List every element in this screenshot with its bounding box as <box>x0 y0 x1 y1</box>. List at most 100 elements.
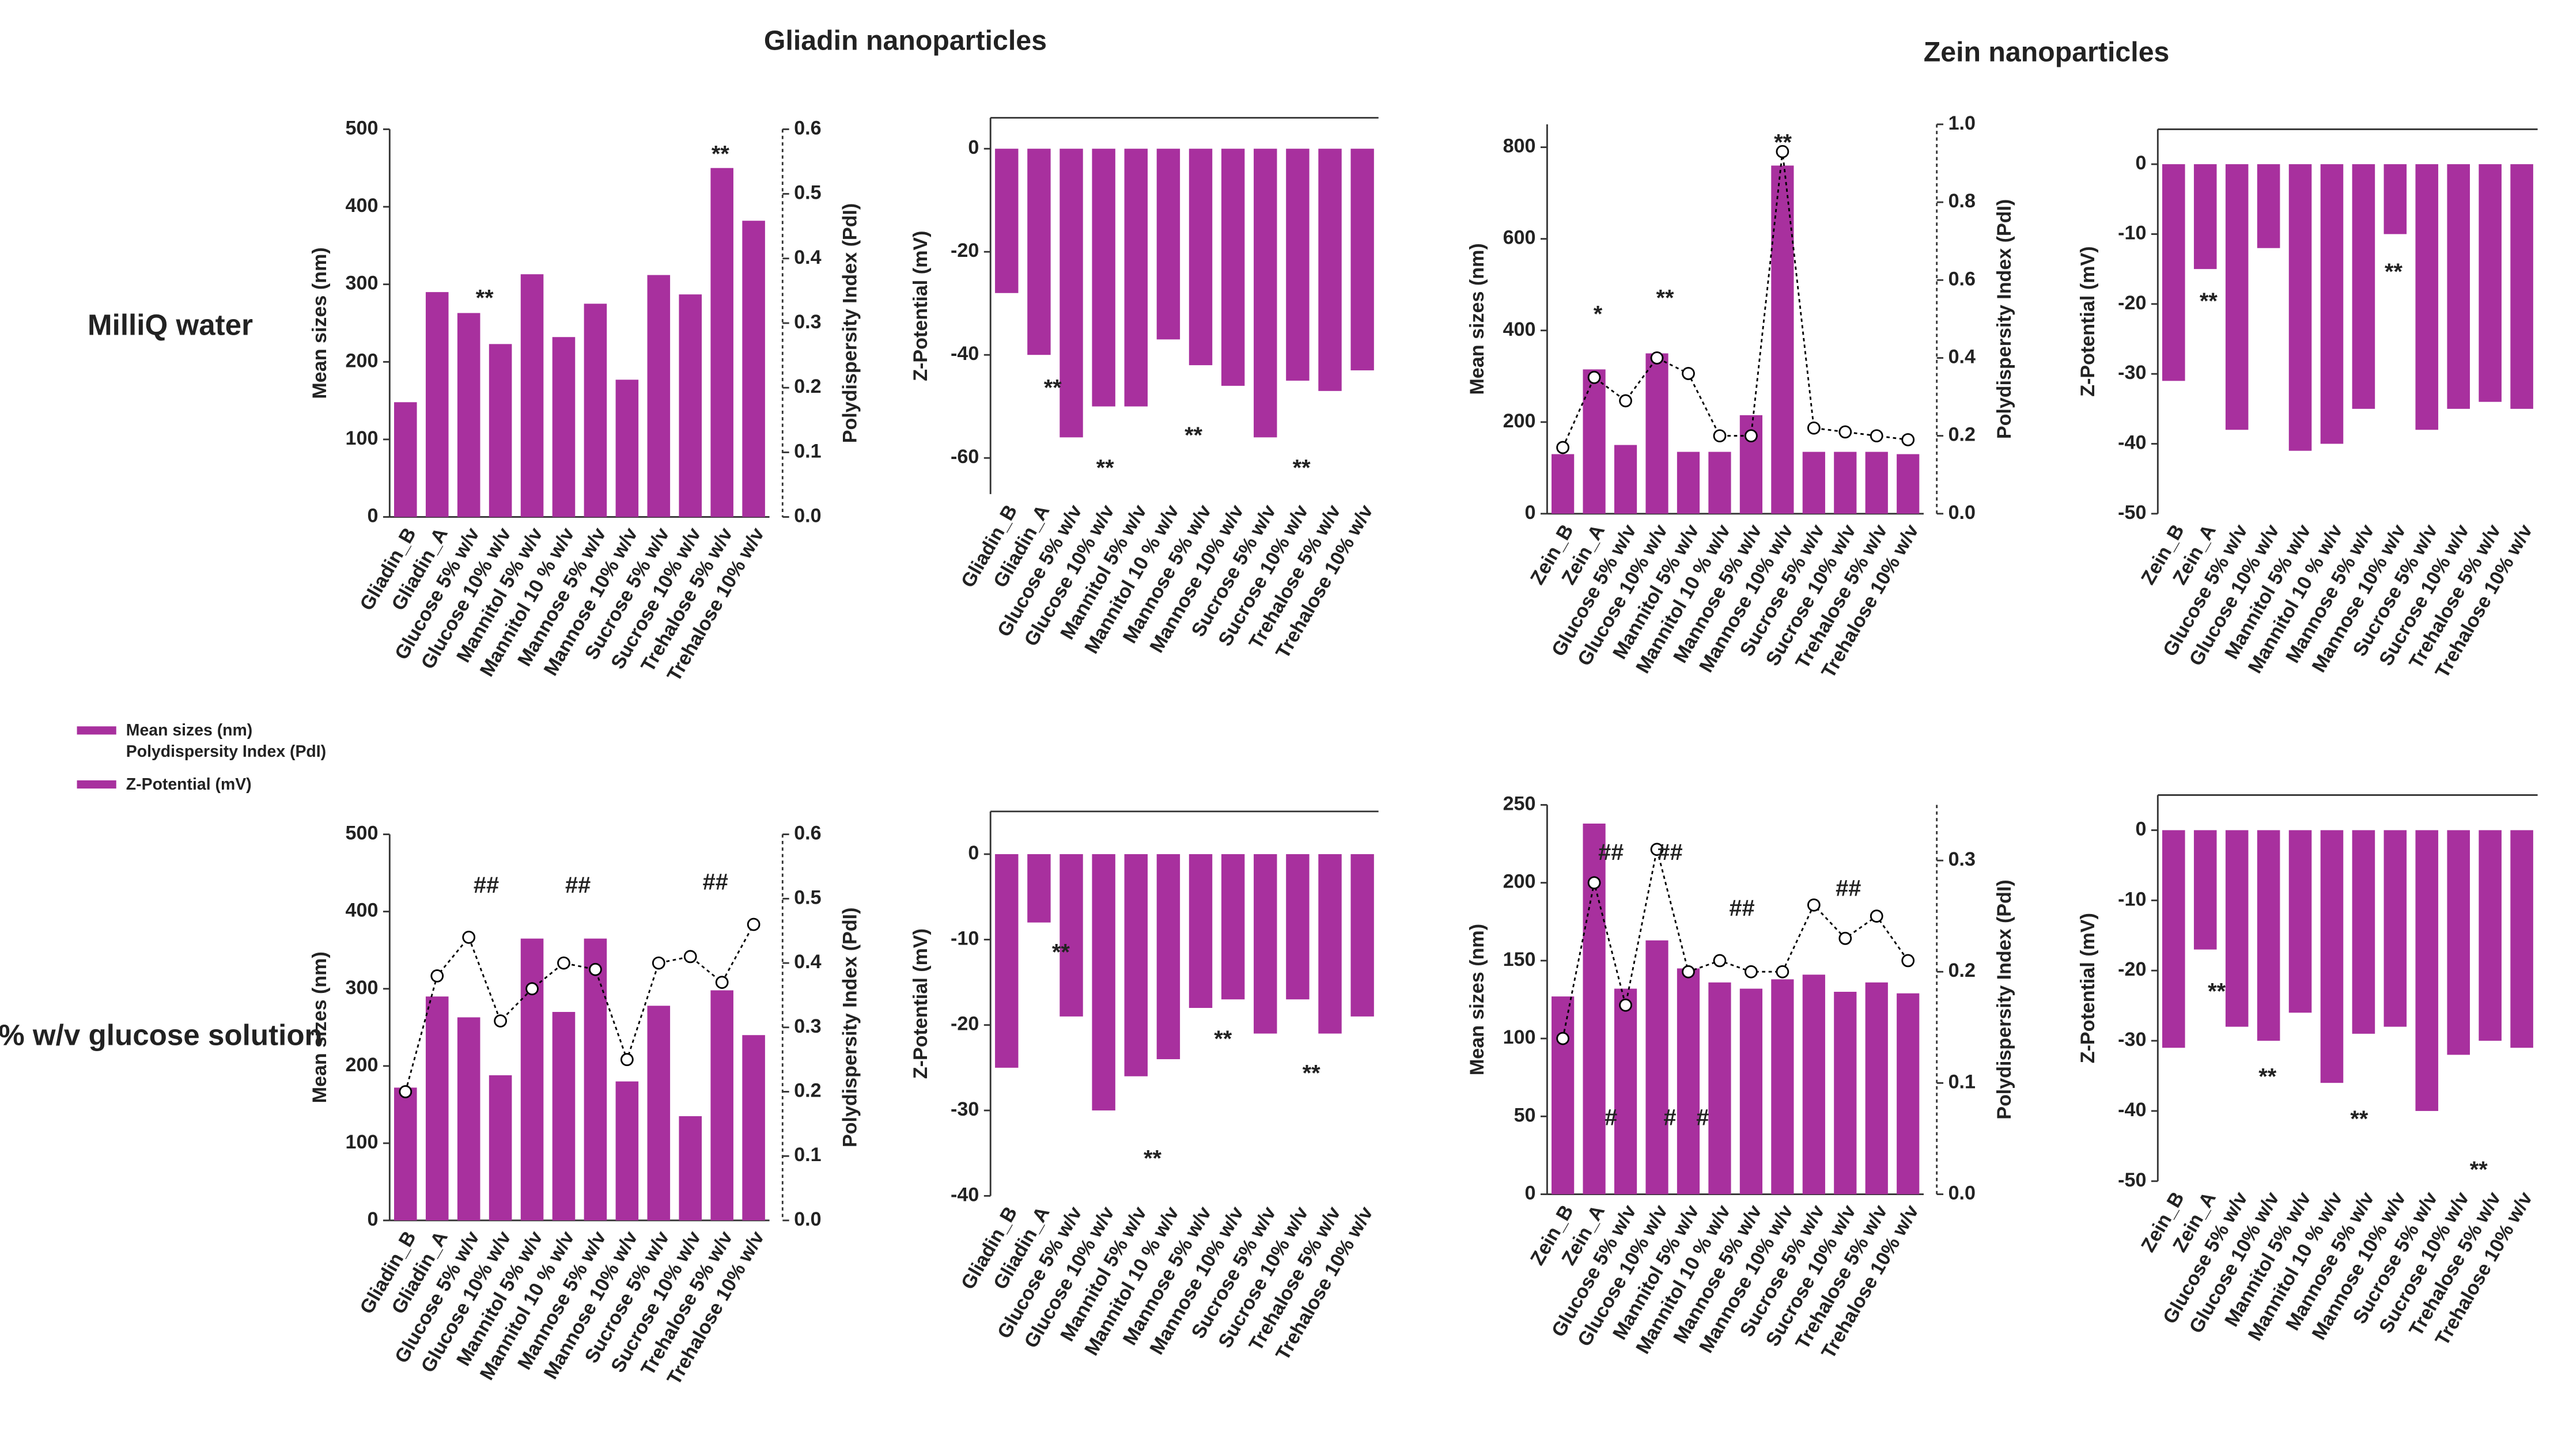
pdi-point <box>747 917 760 931</box>
y-tick-label: 150 <box>1503 949 1536 970</box>
y-tick-label: -20 <box>2118 292 2146 314</box>
bar <box>2415 164 2439 430</box>
y-tick-label: 0 <box>968 842 979 864</box>
bar <box>2479 164 2502 402</box>
y-tick-label: 800 <box>1503 135 1536 157</box>
bar <box>647 275 671 517</box>
bar <box>1645 940 1668 1195</box>
y-tick-label: -30 <box>951 1098 979 1120</box>
y-tick-label: -50 <box>2118 1169 2146 1191</box>
y-tick-label: 200 <box>1503 410 1536 432</box>
y-axis-label: Mean sizes (nm) <box>309 951 331 1103</box>
y2-tick-label: 0.3 <box>794 311 821 333</box>
y-tick-label: -30 <box>2118 1029 2146 1051</box>
bar <box>1739 988 1763 1195</box>
y-tick-label: 200 <box>346 1054 379 1076</box>
bar <box>457 1017 480 1220</box>
y-tick-label: -20 <box>951 1013 979 1035</box>
bar <box>2257 830 2280 1041</box>
bar <box>2447 830 2470 1055</box>
bar <box>679 1116 702 1220</box>
y-axis-label: Mean sizes (nm) <box>1466 924 1488 1075</box>
y2-tick-label: 0.3 <box>1948 848 1976 870</box>
annotation: # <box>1696 1105 1709 1130</box>
y2-tick-label: 0.5 <box>794 886 821 908</box>
y-tick-label: 100 <box>1503 1026 1536 1048</box>
bar <box>1802 452 1825 514</box>
bar <box>1614 988 1637 1195</box>
y-tick-label: -40 <box>951 1184 979 1205</box>
row-label: 5% w/v glucose solution <box>0 1018 323 1051</box>
pdi-point <box>1713 429 1727 443</box>
bar <box>1092 854 1115 1111</box>
pdi-point <box>557 956 570 970</box>
y-tick-label: 50 <box>1514 1104 1536 1126</box>
y2-tick-label: 0.2 <box>1948 960 1976 981</box>
bar <box>2225 164 2249 430</box>
bar <box>2510 830 2533 1048</box>
y-tick-label: -10 <box>2118 888 2146 910</box>
bar <box>2193 164 2217 270</box>
y-tick-label: 0 <box>367 1208 378 1230</box>
bar <box>1771 979 1794 1195</box>
y2-axis-label: Polydispersity Index (PdI) <box>1993 879 2015 1120</box>
bar <box>520 274 544 517</box>
pdi-point <box>652 956 665 970</box>
pdi-point <box>1619 394 1632 408</box>
pdi-point <box>1776 965 1789 979</box>
annotation: ** <box>476 285 494 310</box>
bar <box>1708 452 1731 514</box>
annotation: ** <box>2208 979 2226 1004</box>
y-tick-label: 500 <box>346 117 379 139</box>
bar <box>2162 830 2185 1048</box>
y-tick-label: -20 <box>951 240 979 261</box>
bar <box>2288 830 2312 1013</box>
annotation: ** <box>1303 1061 1320 1086</box>
pdi-point <box>1556 441 1569 454</box>
bar <box>1350 854 1374 1017</box>
bar <box>1221 854 1245 1000</box>
y2-tick-label: 0.5 <box>794 182 821 204</box>
y-tick-label: -40 <box>2118 432 2146 454</box>
y-axis-label: Z-Potential (mV) <box>2077 247 2099 397</box>
bar <box>394 1087 417 1220</box>
bar <box>1189 149 1213 366</box>
bar <box>1865 452 1888 514</box>
bar <box>615 1081 639 1220</box>
bar <box>2225 830 2249 1027</box>
bar <box>2193 830 2217 950</box>
pdi-point <box>1587 370 1601 384</box>
bar <box>1286 854 1310 1000</box>
y2-axis-label: Polydispersity Index (PdI) <box>839 203 861 443</box>
bar <box>425 292 449 517</box>
bar <box>1060 854 1083 1017</box>
bar <box>647 1006 671 1220</box>
legend-label: Mean sizes (nm) <box>126 721 252 740</box>
annotation: ** <box>1293 456 1311 481</box>
y-tick-label: 600 <box>1503 227 1536 249</box>
bar <box>615 380 639 517</box>
y-tick-label: 300 <box>346 272 379 294</box>
pdi-point <box>1556 1032 1569 1045</box>
y-axis-label: Z-Potential (mV) <box>910 231 932 381</box>
bar <box>1834 991 1857 1195</box>
pdi-point <box>1682 965 1695 979</box>
legend-swatch <box>77 726 116 735</box>
pdi-point <box>683 950 697 964</box>
bar <box>457 313 480 517</box>
annotation: # <box>1605 1105 1617 1130</box>
pdi-point <box>1870 909 1883 923</box>
y2-tick-label: 0.8 <box>1948 190 1976 212</box>
bar <box>2479 830 2502 1041</box>
pdi-point <box>525 982 539 996</box>
pdi-point <box>620 1053 634 1067</box>
bar <box>2352 830 2375 1034</box>
bar <box>1092 149 1115 407</box>
annotation: ** <box>1214 1026 1232 1052</box>
bar <box>1677 452 1700 514</box>
y-tick-label: 0 <box>1525 1182 1536 1204</box>
bar <box>2383 164 2407 234</box>
annotation: ## <box>1836 876 1861 901</box>
bar <box>1221 149 1245 386</box>
pdi-point <box>1776 145 1789 158</box>
